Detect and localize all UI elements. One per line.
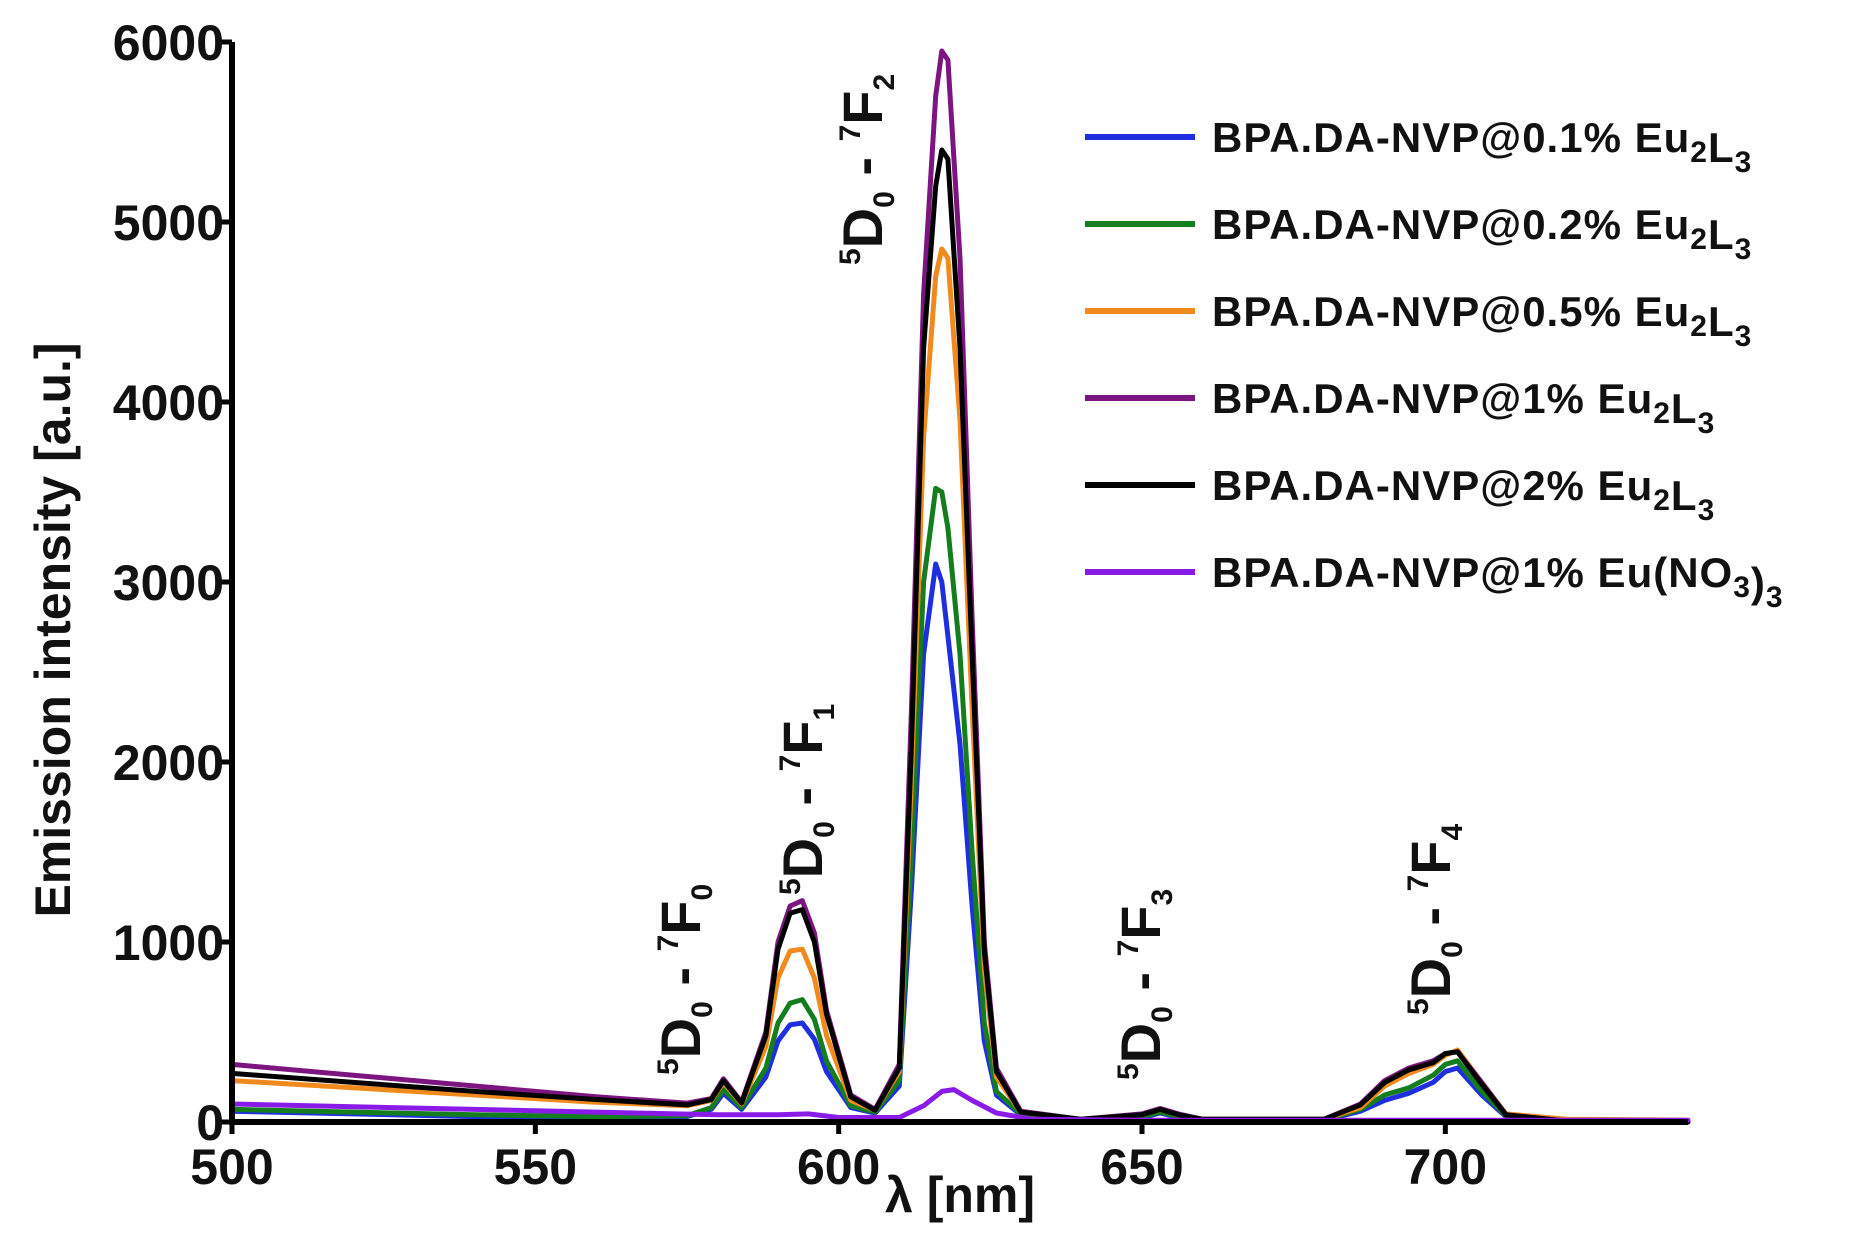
legend-label-6: BPA.DA-NVP@1% Eu(NO3)3: [1212, 549, 1784, 614]
y-tick-label: 2000: [113, 735, 224, 791]
series-line-5: [229, 147, 1691, 1125]
legend-label-2: BPA.DA-NVP@0.2% Eu2L3: [1212, 201, 1752, 266]
x-axis-title: λ [nm]: [885, 1167, 1035, 1223]
legend: BPA.DA-NVP@0.1% Eu2L3 BPA.DA-NVP@0.2% Eu2…: [1085, 114, 1784, 614]
legend-label-4: BPA.DA-NVP@1% Eu2L3: [1212, 375, 1715, 440]
legend-label-1: BPA.DA-NVP@0.1% Eu2L3: [1212, 114, 1752, 179]
x-tick-label: 550: [494, 1139, 577, 1195]
x-tick-label: 500: [190, 1139, 273, 1195]
x-tick-label: 650: [1100, 1139, 1183, 1195]
y-axis-title: Emission intensity [a.u.]: [25, 342, 81, 917]
y-tick-label: 5000: [113, 195, 224, 251]
legend-label-5: BPA.DA-NVP@2% Eu2L3: [1212, 462, 1715, 527]
legend-label-3: BPA.DA-NVP@0.5% Eu2L3: [1212, 288, 1752, 353]
series-line-2: [229, 485, 1691, 1125]
series-layer: [229, 48, 1691, 1125]
annotation-f2: 5D0 - 7F2: [831, 74, 901, 265]
tick-layer: 500 550 600 650 700 0 1000 2000 3000 4000 5000 6000: [113, 15, 1487, 1195]
x-tick-label: 600: [797, 1139, 880, 1195]
annotation-f4: 5D0 - 7F4: [1399, 824, 1469, 1016]
annotation-f0: 5D0 - 7F0: [649, 884, 719, 1075]
annotation-f1: 5D0 - 7F1: [771, 704, 841, 895]
annotation-f3: 5D0 - 7F3: [1109, 889, 1179, 1080]
y-tick-label: 3000: [113, 555, 224, 611]
y-tick-label: 0: [196, 1095, 224, 1151]
y-tick-label: 1000: [113, 915, 224, 971]
x-tick-label: 700: [1404, 1139, 1487, 1195]
y-tick-label: 6000: [113, 15, 224, 71]
transition-annotations: 5D0 - 7F0 5D0 - 7F1 5D0 - 7F2 5D0 - 7F3 5D0 …: [649, 74, 1469, 1080]
y-tick-label: 4000: [113, 375, 224, 431]
